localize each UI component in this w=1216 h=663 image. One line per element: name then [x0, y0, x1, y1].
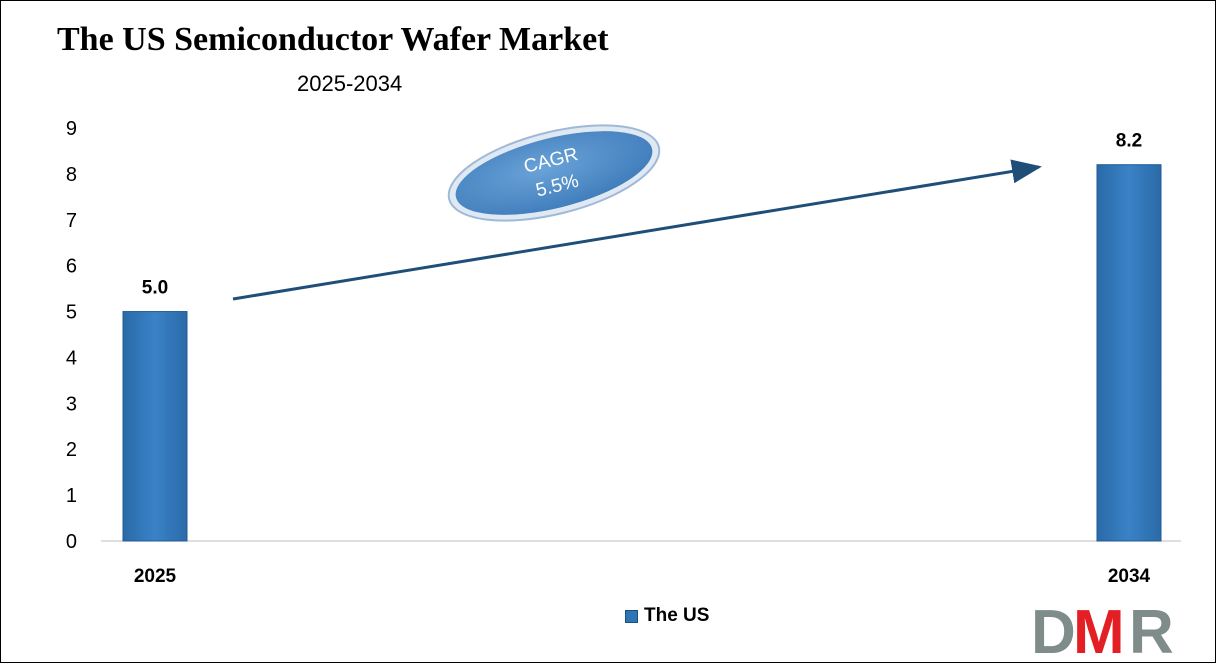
- svg-text:D: D: [1031, 598, 1076, 662]
- y-tick-label: 3: [66, 393, 77, 415]
- y-tick-label: 8: [66, 164, 77, 186]
- y-tick-label: 9: [66, 118, 77, 140]
- y-tick-label: 7: [66, 210, 77, 232]
- y-tick-label: 4: [66, 347, 77, 369]
- y-tick-label: 5: [66, 302, 77, 324]
- legend-label: The US: [644, 605, 710, 626]
- bar-2025: [122, 311, 188, 542]
- legend: The US: [625, 605, 709, 627]
- svg-text:M: M: [1073, 598, 1125, 662]
- y-tick-label: 6: [66, 256, 77, 278]
- cagr-ellipse: CAGR 5.5%: [447, 124, 661, 222]
- x-tick-label: 2034: [1108, 566, 1151, 587]
- x-tick-label: 2025: [134, 566, 177, 587]
- bar-2034: [1096, 164, 1162, 542]
- y-tick-label: 1: [66, 485, 77, 507]
- dmr-logo: D M R: [1031, 598, 1174, 662]
- legend-swatch: [625, 609, 638, 623]
- svg-text:R: R: [1129, 598, 1174, 662]
- y-tick-label: 2: [66, 439, 77, 461]
- chart-title: The US Semiconductor Wafer Market: [57, 21, 609, 58]
- chart-subtitle: 2025-2034: [297, 71, 403, 96]
- y-tick-label: 0: [66, 531, 77, 553]
- growth-arrow: [232, 159, 1042, 301]
- data-label: 8.2: [1116, 131, 1142, 152]
- data-label: 5.0: [142, 278, 168, 299]
